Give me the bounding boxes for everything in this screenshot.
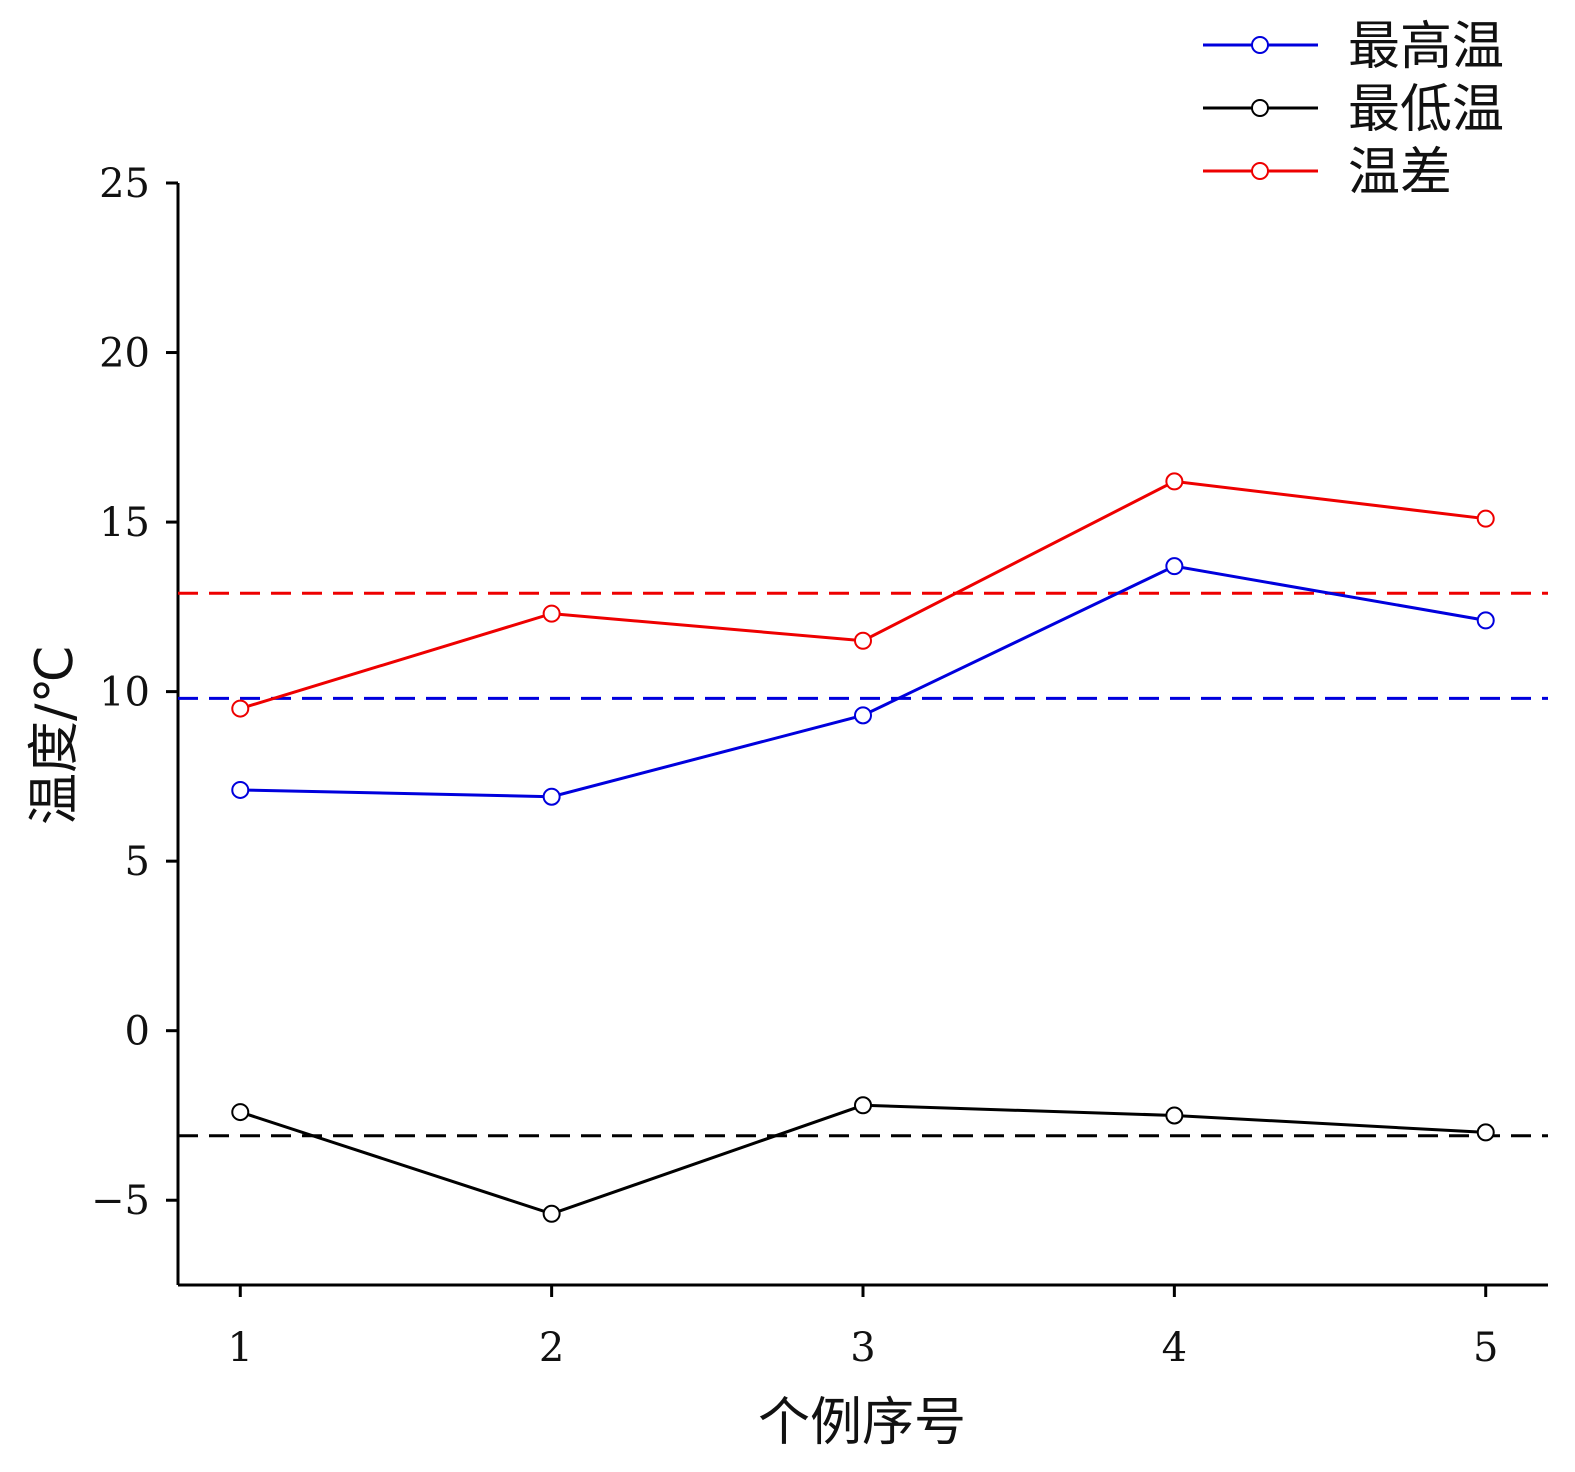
legend-label-最高温: 最高温: [1348, 17, 1504, 77]
x-axis-label: 个例序号: [758, 1393, 966, 1453]
series-line-最高温: [240, 564, 1486, 799]
y-axis-label: 温度/℃: [25, 645, 85, 825]
data-point-温差: [542, 604, 561, 623]
x-tick-label: 3: [850, 1325, 875, 1371]
data-point-温差: [231, 699, 250, 718]
data-point-温差: [1476, 509, 1495, 528]
y-tick-label: 25: [99, 161, 150, 207]
y-tick-label: 15: [99, 500, 150, 546]
data-point-最低温: [542, 1204, 561, 1223]
data-point-温差: [1165, 472, 1184, 491]
legend-marker-最低温: [1251, 99, 1269, 117]
data-point-最高温: [231, 780, 250, 799]
y-tick-label: 20: [99, 331, 150, 377]
data-point-最高温: [854, 706, 872, 725]
legend-marker-温差: [1251, 162, 1269, 180]
y-tick-label: −5: [91, 1178, 150, 1224]
x-tick-label: 2: [539, 1325, 564, 1371]
series-line-最低温: [239, 1103, 1486, 1216]
x-tick-label: 4: [1162, 1325, 1187, 1371]
legend-label-最低温: 最低温: [1348, 80, 1504, 140]
data-point-温差: [854, 631, 872, 650]
y-tick-label: 10: [99, 670, 150, 716]
data-point-最低温: [231, 1103, 250, 1122]
data-point-最低温: [1165, 1106, 1184, 1125]
plot-area: −5 0 5 10 15 20 25 1 2 3 4 5: [91, 161, 1548, 1371]
x-tick-label: 1: [228, 1325, 253, 1371]
data-point-最低温: [854, 1096, 872, 1115]
y-tick-label: 5: [125, 839, 150, 885]
data-point-最高温: [542, 787, 561, 806]
y-tick-label: 0: [125, 1009, 150, 1055]
legend-marker-最高温: [1251, 36, 1269, 54]
data-point-最高温: [1165, 557, 1184, 576]
legend-label-温差: 温差: [1348, 143, 1452, 203]
data-point-最高温: [1476, 611, 1495, 630]
series-line-温差: [239, 479, 1486, 711]
data-point-最低温: [1476, 1123, 1495, 1142]
x-tick-label: 5: [1473, 1325, 1498, 1371]
